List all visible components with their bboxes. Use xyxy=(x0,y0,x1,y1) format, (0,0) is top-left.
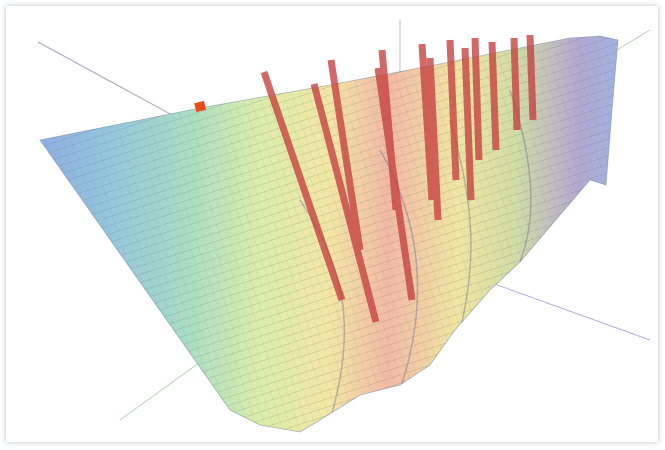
body xyxy=(0,0,665,450)
page: {} html, body { margin: 0; padding: 0; b… xyxy=(0,0,665,450)
drill-hole xyxy=(492,42,496,150)
drill-hole xyxy=(530,35,533,120)
drill-hole xyxy=(475,38,479,160)
model-viewport xyxy=(0,0,665,450)
drill-hole xyxy=(514,38,517,130)
